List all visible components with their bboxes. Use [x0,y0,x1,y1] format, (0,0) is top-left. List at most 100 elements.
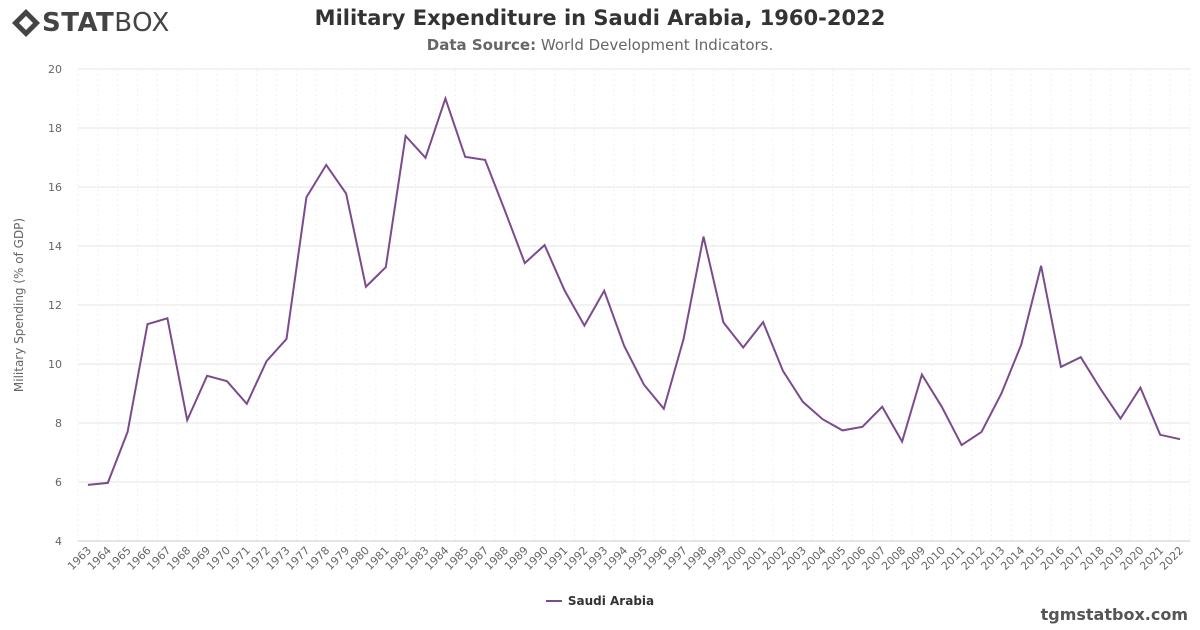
data-point-2004[interactable] [820,416,826,422]
data-point-1972[interactable] [264,358,270,364]
y-axis-label: Military Spending (% of GDP) [12,218,26,392]
data-point-1964[interactable] [105,480,111,486]
x-tick-label: 2018 [1078,544,1107,573]
x-tick-label: 1973 [264,544,293,573]
data-point-1989[interactable] [522,260,528,266]
data-point-2008[interactable] [899,439,905,445]
data-point-1991[interactable] [562,287,568,293]
x-tick-label: 1967 [144,544,173,573]
x-tick-label: 1996 [641,544,670,573]
data-point-2002[interactable] [780,368,786,374]
data-point-2018[interactable] [1098,386,1104,392]
data-point-2016[interactable] [1058,364,1064,370]
data-point-2021[interactable] [1157,432,1163,438]
logo-text: STATBOX [42,8,170,38]
data-point-1966[interactable] [145,321,151,327]
data-point-1995[interactable] [641,382,647,388]
data-point-1998[interactable] [701,234,707,240]
data-point-1997[interactable] [681,336,687,342]
data-point-2013[interactable] [998,391,1004,397]
data-point-2006[interactable] [859,424,865,430]
x-tick-label: 1979 [323,544,352,573]
data-point-1985[interactable] [462,154,468,160]
data-point-2003[interactable] [800,399,806,405]
data-point-2019[interactable] [1118,416,1124,422]
x-tick-label: 1981 [363,544,392,573]
data-point-2000[interactable] [740,344,746,350]
x-tick-label: 2020 [1117,544,1146,573]
chart-title: Military Expenditure in Saudi Arabia, 19… [314,6,886,30]
data-point-2009[interactable] [919,372,925,378]
data-point-1977[interactable] [303,194,309,200]
x-tick-label: 2011 [939,544,968,573]
data-point-1982[interactable] [403,133,409,139]
legend-swatch [545,600,562,602]
y-tick-label: 18 [48,122,62,135]
data-point-1987[interactable] [482,157,488,163]
data-point-1971[interactable] [244,401,250,407]
data-point-2010[interactable] [939,404,945,410]
data-point-1979[interactable] [343,190,349,196]
x-tick-label: 1995 [621,544,650,573]
data-point-2011[interactable] [959,442,965,448]
x-tick-label: 2009 [899,544,928,573]
y-tick-label: 14 [48,240,62,253]
data-point-1973[interactable] [284,336,290,342]
data-point-1988[interactable] [502,208,508,214]
y-tick-label: 20 [48,63,62,76]
data-point-1963[interactable] [85,482,91,488]
y-tick-label: 4 [55,535,62,548]
data-point-1996[interactable] [661,406,667,412]
y-tick-label: 12 [48,299,62,312]
data-point-1978[interactable] [323,162,329,168]
data-point-2014[interactable] [1018,342,1024,348]
data-point-1994[interactable] [621,343,627,349]
statbox-diamond-icon [12,9,40,37]
x-tick-label: 2007 [859,544,888,573]
data-point-1992[interactable] [581,323,587,329]
x-tick-label: 1970 [204,544,233,573]
x-tick-label: 2013 [978,544,1007,573]
legend[interactable]: Saudi Arabia [0,594,1200,608]
x-tick-label: 2021 [1137,544,1166,573]
data-point-1993[interactable] [601,288,607,294]
data-point-1980[interactable] [363,284,369,290]
y-tick-label: 10 [48,358,62,371]
x-tick-label: 2016 [1038,544,1067,573]
x-tick-label: 2000 [720,544,749,573]
data-point-1970[interactable] [224,378,230,384]
legend-label: Saudi Arabia [567,594,655,608]
x-tick-label: 1964 [85,544,114,573]
data-point-1981[interactable] [383,264,389,270]
data-point-1969[interactable] [204,373,210,379]
x-tick-label: 2003 [780,544,809,573]
x-tick-label: 1998 [681,544,710,573]
x-tick-label: 2010 [919,544,948,573]
data-point-1999[interactable] [720,319,726,325]
data-point-2022[interactable] [1177,436,1183,442]
data-point-2005[interactable] [840,427,846,433]
data-point-1990[interactable] [542,242,548,248]
x-tick-label: 1984 [422,544,451,573]
data-point-1968[interactable] [184,417,190,423]
x-tick-label: 1988 [482,544,511,573]
data-point-2012[interactable] [979,429,985,435]
data-point-2007[interactable] [879,404,885,410]
x-tick-label: 1992 [561,544,590,573]
data-point-1967[interactable] [164,315,170,321]
data-point-1965[interactable] [125,429,131,435]
x-tick-label: 1987 [462,544,491,573]
x-tick-label: 2012 [959,544,988,573]
data-point-2017[interactable] [1078,354,1084,360]
data-point-2020[interactable] [1137,385,1143,391]
data-point-2001[interactable] [760,319,766,325]
x-tick-label: 2019 [1098,544,1127,573]
x-tick-label: 1965 [105,544,134,573]
data-point-1984[interactable] [442,96,448,102]
data-point-1983[interactable] [423,155,429,161]
watermark: tgmstatbox.com [1040,605,1188,624]
x-tick-label: 2004 [800,544,829,573]
x-tick-label: 1999 [700,544,729,573]
x-tick-label: 2014 [998,544,1027,573]
data-point-2015[interactable] [1038,263,1044,269]
